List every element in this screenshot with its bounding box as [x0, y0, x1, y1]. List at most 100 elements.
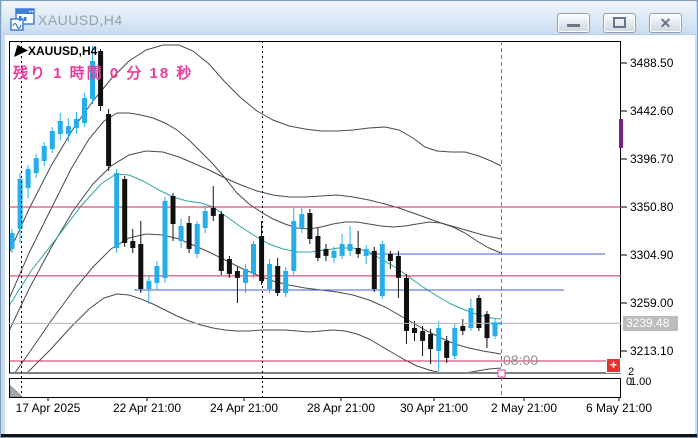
- quick-trade-plus-button[interactable]: +: [606, 358, 621, 373]
- candle-down: [315, 236, 321, 258]
- subwindow-resize-grip[interactable]: [10, 385, 23, 397]
- candle-down: [275, 266, 281, 293]
- candle-down: [428, 334, 434, 350]
- candle-up: [162, 200, 168, 278]
- candle-up: [65, 126, 71, 134]
- candle-down: [420, 331, 426, 341]
- candle-down: [170, 196, 176, 224]
- candle-up: [331, 250, 337, 258]
- close-button[interactable]: ✕: [649, 13, 682, 33]
- time-axis-label: 2 May 21:00: [490, 401, 558, 415]
- candle-up: [267, 264, 273, 289]
- candle-up: [243, 268, 248, 283]
- candle-up: [57, 121, 63, 134]
- time-axis-label: 22 Apr 21:00: [112, 401, 182, 415]
- price-axis-label: 3488.50: [630, 56, 674, 70]
- candle-down: [307, 213, 313, 239]
- time-axis-label: 28 Apr 21:00: [306, 401, 376, 415]
- candle-down: [460, 326, 466, 331]
- candle-down: [444, 341, 450, 358]
- candle-up: [10, 233, 15, 249]
- chart-symbol-marker-icon: [14, 45, 28, 57]
- candle-up: [379, 244, 385, 296]
- window-bottom-edge: [1, 434, 697, 437]
- window-titlebar[interactable]: XAUUSD,H4 ✕: [2, 1, 696, 35]
- candle-up: [468, 308, 474, 328]
- price-axis-label: 3350.80: [630, 200, 674, 214]
- candle-up: [17, 179, 23, 229]
- minimize-icon: [567, 24, 580, 27]
- subwindow-scale-max: 2: [628, 366, 635, 378]
- candle-up: [194, 224, 200, 254]
- candle-up: [49, 131, 55, 150]
- candle-up: [339, 244, 345, 256]
- candle-up: [178, 226, 184, 241]
- vline-drag-handle[interactable]: [497, 369, 506, 378]
- bid-price-tag: 3239.48: [623, 316, 678, 331]
- time-axis-label: 17 Apr 2025: [15, 401, 81, 415]
- candle-down: [218, 214, 224, 271]
- price-axis-label: 3442.60: [630, 104, 674, 118]
- candle-up: [33, 158, 39, 174]
- price-axis-label: 3259.00: [630, 296, 674, 310]
- candle-up: [41, 146, 47, 161]
- candle-up: [251, 244, 256, 274]
- close-icon: ✕: [659, 15, 672, 31]
- candle-down: [138, 244, 144, 289]
- candle-down: [371, 250, 377, 289]
- candle-up: [82, 98, 87, 123]
- time-axis-label: 24 Apr 21:00: [209, 401, 279, 415]
- indicator-subwindow: [9, 378, 621, 398]
- slow-upper-band: [10, 44, 502, 253]
- candle-up: [291, 221, 297, 271]
- subwindow-scale-zero: 0: [626, 376, 633, 388]
- candle-down: [98, 51, 104, 106]
- candle-down: [106, 114, 112, 166]
- candle-down: [484, 314, 490, 339]
- chart-symbol-label: XAUUSD,H4: [28, 44, 98, 58]
- candle-down: [122, 179, 128, 243]
- teal-moving-average: [10, 173, 502, 320]
- fast-upper-band: [10, 112, 502, 298]
- candle-down: [404, 277, 409, 331]
- candle-down: [130, 241, 136, 248]
- candle-down: [387, 254, 393, 261]
- candle-up: [25, 168, 31, 188]
- candle-up: [283, 271, 289, 293]
- candle-up: [363, 248, 369, 256]
- candle-up: [202, 211, 208, 228]
- price-axis-label: 3213.10: [630, 344, 674, 358]
- minimize-button[interactable]: [557, 13, 590, 33]
- candle-up: [452, 328, 458, 356]
- fast-lower-band: [27, 293, 502, 372]
- candle-down: [323, 248, 329, 256]
- price-axis-label: 3396.70: [630, 152, 674, 166]
- candle-down: [412, 328, 417, 333]
- candle-up: [436, 328, 442, 351]
- candle-down: [476, 298, 482, 328]
- restore-button[interactable]: [603, 13, 636, 33]
- mt4-chart-icon: [10, 8, 35, 31]
- slow-lower-band: [14, 233, 502, 372]
- candle-down: [234, 271, 240, 278]
- price-axis-label: 3304.90: [630, 248, 674, 262]
- candle-down: [355, 248, 361, 254]
- candle-down: [186, 223, 192, 249]
- candle-up: [146, 280, 152, 289]
- candle-up: [347, 244, 353, 251]
- time-axis-label: 6 May 21:00: [585, 401, 653, 415]
- candle-down: [226, 259, 232, 274]
- candle-up: [114, 173, 120, 248]
- candle-up: [154, 266, 160, 283]
- candle-countdown-text: 残り 1 時間 0 分 18 秒: [13, 65, 194, 82]
- candle-down: [259, 236, 265, 281]
- candle-up: [299, 214, 305, 228]
- candle-up: [73, 118, 79, 128]
- vline-time-label: 08:00: [503, 352, 539, 368]
- restore-icon: [613, 17, 626, 28]
- scale-range-marker: [619, 119, 623, 148]
- candle-up: [90, 61, 95, 99]
- candle-up: [492, 323, 498, 337]
